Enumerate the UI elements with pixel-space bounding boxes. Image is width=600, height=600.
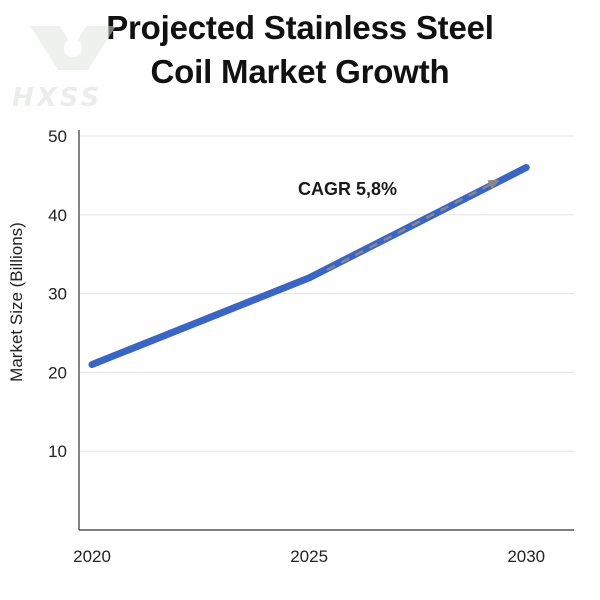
y-tick-label: 50 <box>48 127 67 146</box>
y-tick-label: 40 <box>48 206 67 225</box>
x-tick-label: 2030 <box>507 547 545 566</box>
watermark-circle-icon <box>64 39 82 57</box>
y-tick-label: 20 <box>48 363 67 382</box>
watermark-text: HXSS <box>12 83 102 113</box>
data-point <box>89 362 95 368</box>
x-tick-label: 2025 <box>290 547 328 566</box>
data-point <box>523 165 529 171</box>
data-point <box>306 275 312 281</box>
x-tick-label: 2020 <box>73 547 111 566</box>
y-tick-label: 30 <box>48 285 67 304</box>
chart-title: Projected Stainless Steel Coil Market Gr… <box>0 6 600 94</box>
grid-lines <box>79 135 574 452</box>
x-tick-labels: 2020 2025 2030 <box>73 547 545 566</box>
chart-title-line-2: Coil Market Growth <box>150 53 450 90</box>
chart-title-line-1: Projected Stainless Steel <box>106 9 494 46</box>
cagr-annotation: CAGR 5,8% <box>298 179 397 199</box>
y-tick-labels: 10 20 30 40 50 <box>48 127 67 461</box>
series-layer <box>88 164 530 369</box>
watermark-logo: HXSS <box>12 26 116 113</box>
y-axis-label: Market Size (Billions) <box>7 222 26 382</box>
y-tick-label: 10 <box>48 442 67 461</box>
